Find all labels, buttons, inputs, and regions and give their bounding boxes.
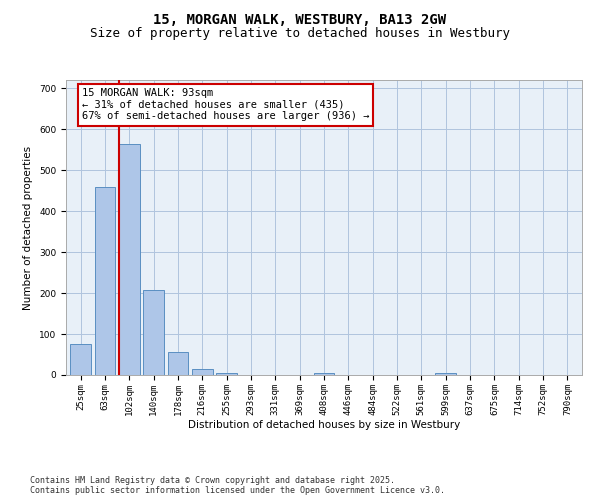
Bar [95, 186, 115, 375]
X-axis label: Distribution of detached houses by size in Westbury: Distribution of detached houses by size … [188, 420, 460, 430]
Bar [314, 373, 334, 375]
Bar [119, 144, 140, 375]
Bar [70, 344, 91, 375]
Bar [216, 373, 237, 375]
Text: Contains HM Land Registry data © Crown copyright and database right 2025.
Contai: Contains HM Land Registry data © Crown c… [30, 476, 445, 495]
Text: 15 MORGAN WALK: 93sqm
← 31% of detached houses are smaller (435)
67% of semi-det: 15 MORGAN WALK: 93sqm ← 31% of detached … [82, 88, 370, 122]
Bar [436, 373, 456, 375]
Text: 15, MORGAN WALK, WESTBURY, BA13 2GW: 15, MORGAN WALK, WESTBURY, BA13 2GW [154, 12, 446, 26]
Y-axis label: Number of detached properties: Number of detached properties [23, 146, 34, 310]
Bar [143, 290, 164, 375]
Bar [192, 369, 212, 375]
Bar [167, 352, 188, 375]
Text: Size of property relative to detached houses in Westbury: Size of property relative to detached ho… [90, 28, 510, 40]
